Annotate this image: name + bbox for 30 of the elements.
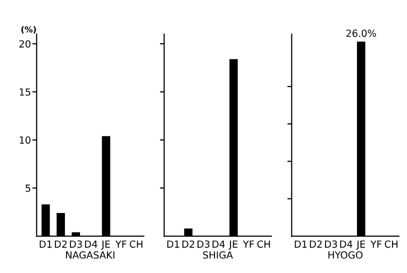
y-axis-title: (%) <box>21 26 36 34</box>
x-tick-label: JE <box>356 240 366 250</box>
x-axis-title: SHIGA <box>203 251 233 259</box>
x-tick-label: D2 <box>54 240 67 248</box>
x-tick-label: CH <box>130 240 142 248</box>
x-tick-label: YF <box>115 240 126 248</box>
x-tick-label: JE <box>228 240 238 250</box>
data-label: 26.0% <box>346 30 376 37</box>
y-tick-label: 15 <box>20 88 30 96</box>
x-tick-label: CH <box>257 240 270 248</box>
x-tick-label: D4 <box>212 240 225 248</box>
x-tick-label: D2 <box>182 240 194 248</box>
y-tick-label: 5 <box>26 184 30 192</box>
x-tick-label: D1 <box>294 240 307 248</box>
x-tick-label: D4 <box>340 240 352 248</box>
x-tick-label: CH <box>384 240 398 248</box>
x-tick-label: YF <box>370 240 382 248</box>
x-tick-label: YF <box>242 240 254 248</box>
x-axis-title: NAGASAKI <box>66 251 114 259</box>
x-tick-label: JE <box>101 240 110 250</box>
y-tick-label: 10 <box>20 136 30 144</box>
x-tick-label: D2 <box>310 240 322 248</box>
x-tick-label: D3 <box>198 240 210 248</box>
x-tick-label: D4 <box>85 240 98 248</box>
y-tick-label: 20 <box>19 40 30 48</box>
x-tick-label: D3 <box>325 240 337 248</box>
x-tick-label: D1 <box>40 240 52 248</box>
x-tick-label: D1 <box>167 240 180 248</box>
x-axis-title: HYOGO <box>328 251 362 259</box>
x-tick-label: D3 <box>70 240 82 248</box>
